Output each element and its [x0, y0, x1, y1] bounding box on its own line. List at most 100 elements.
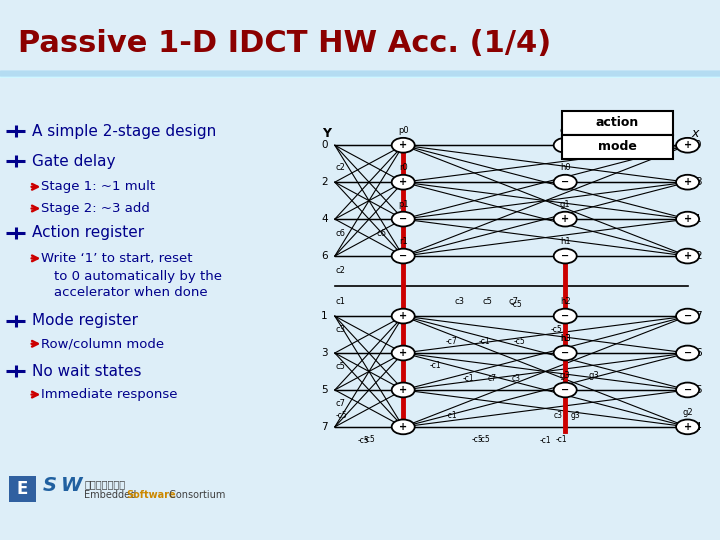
- Text: +: +: [561, 214, 570, 224]
- Text: −: −: [399, 214, 408, 224]
- Text: +: +: [399, 177, 408, 187]
- Text: c7: c7: [488, 374, 497, 383]
- Text: h2: h2: [560, 297, 570, 306]
- Bar: [0, 72, 720, 76]
- Text: c5: c5: [482, 297, 492, 306]
- Bar: [0, 72, 720, 76]
- Text: g2: g2: [683, 408, 693, 417]
- Text: 7: 7: [321, 422, 328, 432]
- Text: -c1: -c1: [462, 374, 474, 383]
- Text: Passive 1-D IDCT HW Acc. (1/4): Passive 1-D IDCT HW Acc. (1/4): [18, 29, 552, 58]
- Circle shape: [554, 175, 577, 190]
- Text: A simple 2-stage design: A simple 2-stage design: [32, 124, 216, 139]
- Text: +: +: [399, 422, 408, 432]
- Bar: [0, 71, 720, 75]
- Text: Stage 2: ~3 add: Stage 2: ~3 add: [41, 202, 150, 215]
- Bar: [0, 72, 720, 77]
- Text: to 0 automatically by the: to 0 automatically by the: [54, 271, 222, 284]
- Text: Write ‘1’ to start, reset: Write ‘1’ to start, reset: [41, 252, 192, 265]
- Circle shape: [554, 382, 577, 397]
- Bar: [0, 73, 720, 77]
- Text: p0: p0: [398, 126, 408, 135]
- Text: c7: c7: [336, 399, 346, 408]
- Text: 4: 4: [321, 214, 328, 224]
- Bar: [0, 73, 720, 77]
- Text: 嵌入式軟體聯盟: 嵌入式軟體聯盟: [84, 478, 125, 489]
- Text: S: S: [43, 476, 57, 495]
- Text: c2: c2: [336, 266, 346, 275]
- Text: accelerator when done: accelerator when done: [54, 287, 207, 300]
- Bar: [0, 75, 720, 78]
- Text: −: −: [561, 177, 570, 187]
- Text: c6: c6: [336, 230, 346, 238]
- Text: c1: c1: [336, 297, 346, 306]
- Text: −: −: [561, 385, 570, 395]
- Text: h3: h3: [560, 334, 570, 343]
- Bar: [0, 74, 720, 78]
- Text: g3: g3: [589, 371, 599, 380]
- Text: -c1: -c1: [478, 337, 490, 346]
- Text: -c5: -c5: [358, 436, 369, 445]
- Bar: [562, 134, 673, 159]
- Text: 3: 3: [695, 177, 701, 187]
- Text: r1: r1: [399, 237, 408, 246]
- Text: mode: mode: [598, 140, 636, 153]
- Text: c6: c6: [377, 230, 387, 238]
- Text: 4: 4: [695, 422, 701, 432]
- Bar: [562, 111, 673, 134]
- Text: 6: 6: [321, 251, 328, 261]
- Bar: [0, 73, 720, 77]
- Text: -c1: -c1: [539, 436, 552, 445]
- Text: -c1: -c1: [430, 361, 441, 370]
- Text: -c1: -c1: [446, 411, 458, 420]
- Text: Embedded: Embedded: [84, 490, 140, 500]
- Text: +: +: [399, 311, 408, 321]
- Text: −: −: [561, 311, 570, 321]
- Text: g0: g0: [560, 126, 570, 135]
- Text: No wait states: No wait states: [32, 364, 141, 379]
- Text: h1: h1: [560, 237, 570, 246]
- Bar: [0, 73, 720, 78]
- Text: g3: g3: [571, 411, 581, 420]
- Text: −: −: [561, 251, 570, 261]
- Text: +: +: [399, 140, 408, 150]
- Circle shape: [554, 346, 577, 360]
- Bar: [9, 476, 36, 502]
- Text: Mode register: Mode register: [32, 313, 138, 328]
- Bar: [0, 71, 720, 76]
- Text: -c5: -c5: [363, 435, 375, 444]
- Circle shape: [392, 175, 415, 190]
- Text: −: −: [683, 311, 692, 321]
- Circle shape: [676, 382, 699, 397]
- Text: 1: 1: [321, 311, 328, 321]
- Text: 5: 5: [321, 385, 328, 395]
- Text: -c5: -c5: [336, 411, 348, 420]
- Text: 5: 5: [695, 385, 701, 395]
- Text: c7: c7: [508, 297, 518, 306]
- Text: +: +: [399, 348, 408, 358]
- Circle shape: [676, 309, 699, 323]
- Circle shape: [554, 138, 577, 153]
- Text: -c1: -c1: [556, 435, 567, 444]
- Text: g1: g1: [560, 200, 570, 209]
- Text: +: +: [683, 422, 692, 432]
- Circle shape: [392, 382, 415, 397]
- Bar: [0, 74, 720, 78]
- Circle shape: [392, 212, 415, 226]
- Text: 0: 0: [321, 140, 328, 150]
- Circle shape: [676, 346, 699, 360]
- Text: h0: h0: [560, 163, 570, 172]
- Text: Consortium: Consortium: [166, 490, 225, 500]
- Text: -c5: -c5: [471, 435, 483, 444]
- Text: +: +: [561, 140, 570, 150]
- Text: 2: 2: [695, 251, 701, 261]
- Text: Gate delay: Gate delay: [32, 154, 115, 169]
- Text: -c5: -c5: [510, 300, 523, 309]
- Text: r0: r0: [399, 163, 408, 172]
- Text: -c5: -c5: [478, 435, 490, 444]
- Text: -c5: -c5: [551, 325, 562, 334]
- Text: Immediate response: Immediate response: [41, 388, 178, 401]
- Circle shape: [554, 309, 577, 323]
- Text: 0: 0: [695, 140, 701, 150]
- Text: Action register: Action register: [32, 226, 144, 240]
